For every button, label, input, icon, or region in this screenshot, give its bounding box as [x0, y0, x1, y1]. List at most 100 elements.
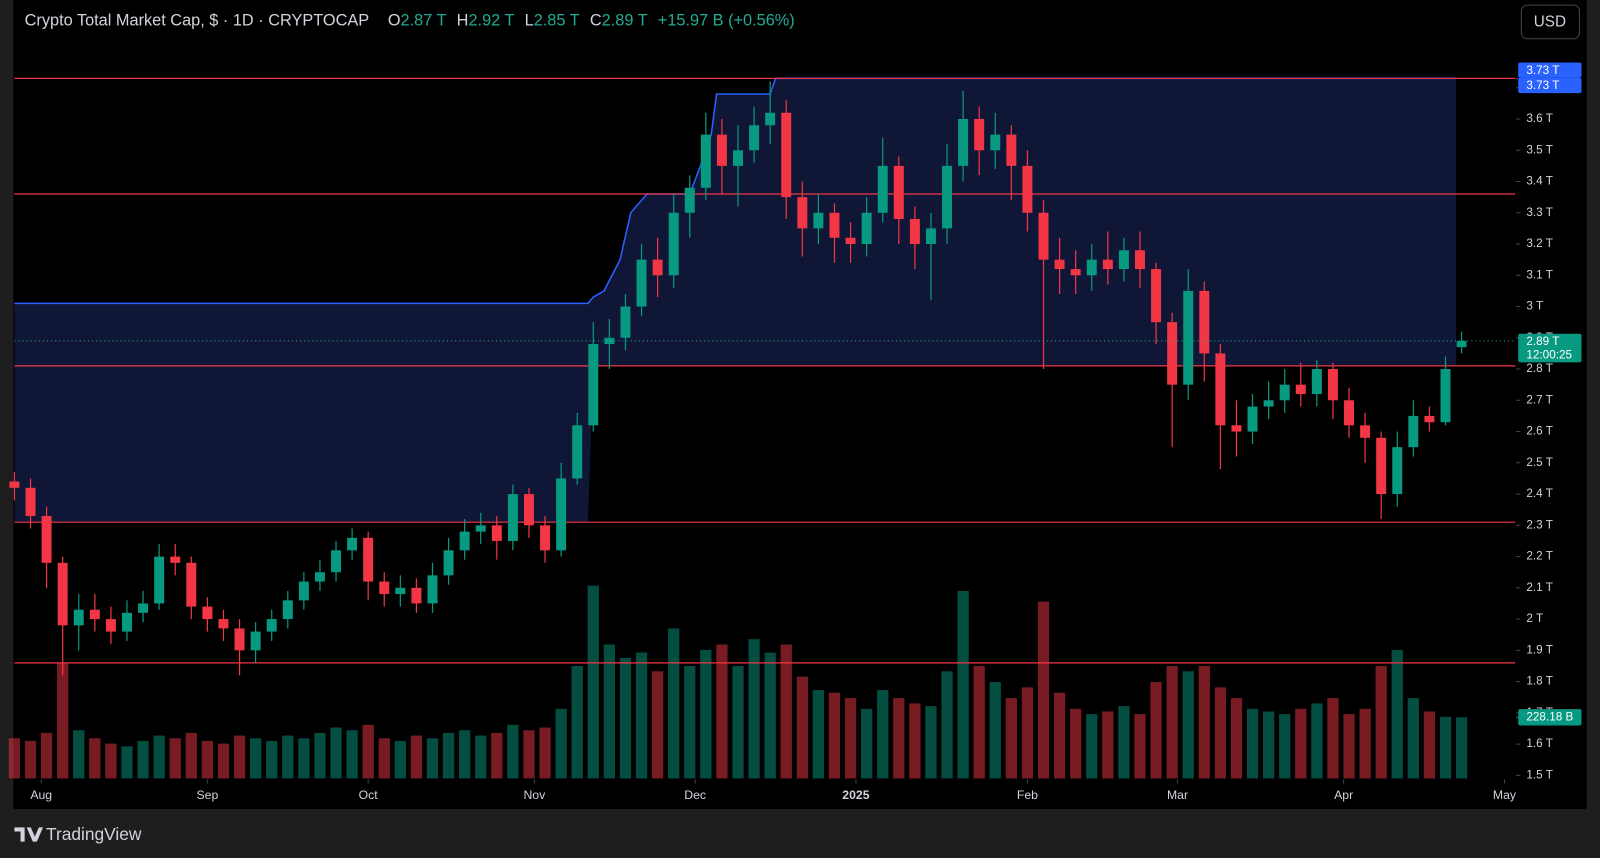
- candle-body: [1311, 369, 1322, 395]
- candle-body: [443, 550, 454, 576]
- level-badge: [1518, 77, 1582, 94]
- y-tick-label: 1.6 T: [1526, 737, 1553, 750]
- candle-body: [668, 212, 679, 276]
- candle-body: [1199, 290, 1210, 354]
- ohlc-legend: O2.87 T H2.92 T L2.85 T C2.89 T +15.97 B (+0…: [388, 12, 795, 30]
- candle-body: [25, 487, 36, 516]
- volume-bar: [89, 738, 101, 779]
- volume-bar: [764, 652, 776, 779]
- chart-title: Crypto Total Market Cap, $ · 1D · CRYPTO…: [25, 12, 370, 30]
- volume-bar: [8, 738, 21, 779]
- volume-bar: [121, 746, 133, 779]
- candle-body: [411, 587, 422, 604]
- candle-body: [893, 165, 904, 220]
- brand-name: TradingView: [46, 824, 142, 844]
- change: +15.97 B (+0.56%): [658, 12, 795, 30]
- candle-body: [1183, 290, 1194, 385]
- candle-body: [845, 237, 856, 245]
- candle-body: [1376, 437, 1387, 495]
- volume-bar: [57, 663, 69, 779]
- candle-body: [218, 619, 229, 629]
- price-badge-text: 12:00:25: [1526, 348, 1572, 361]
- candle-body: [73, 609, 84, 626]
- volume-bar: [1279, 714, 1291, 779]
- volume-bar: [362, 724, 374, 779]
- ohlc-key: L: [525, 12, 534, 30]
- level-badge-text: 3.73 T: [1526, 79, 1559, 92]
- candle-body: [1135, 250, 1145, 270]
- volume-bar: [748, 639, 760, 779]
- brand-icon: [14, 827, 44, 842]
- volume-bar: [24, 740, 37, 779]
- volume-bar: [1359, 708, 1371, 779]
- y-tick-label: 3.5 T: [1526, 143, 1553, 156]
- candle-body: [1424, 415, 1435, 423]
- volume-bar: [1455, 717, 1468, 779]
- candle-body: [379, 581, 390, 595]
- candle-body: [491, 525, 502, 541]
- volume-bar: [700, 649, 712, 779]
- volume-bar: [796, 676, 808, 779]
- candle-body: [298, 581, 309, 601]
- candle-body: [122, 612, 132, 632]
- volume-bar: [684, 665, 696, 779]
- volume-bar: [394, 740, 406, 779]
- ohlc-key: H: [457, 12, 469, 30]
- volume-bar: [491, 732, 503, 779]
- volume-bar: [828, 692, 841, 779]
- volume-bar: [314, 732, 326, 779]
- y-tick-label: 1.5 T: [1526, 768, 1553, 781]
- volume-bar: [346, 730, 358, 779]
- volume-bar: [587, 585, 599, 779]
- candle-body: [282, 600, 293, 620]
- volume-bar: [877, 690, 889, 779]
- candle-body: [507, 494, 518, 541]
- ohlc-key: C: [590, 12, 602, 30]
- volume-bar: [378, 738, 390, 779]
- candle-body: [1054, 259, 1065, 270]
- candle-body: [475, 525, 486, 532]
- volume-bar: [73, 730, 85, 779]
- ohlc-value: 2.87 T: [401, 12, 447, 30]
- candle-body: [234, 628, 245, 651]
- volume-bar: [442, 732, 455, 779]
- candle-body: [363, 537, 374, 582]
- volume-bar: [1070, 708, 1082, 779]
- candle-body: [604, 337, 615, 345]
- volume-bar: [233, 735, 246, 779]
- volume-bar: [410, 735, 423, 779]
- volume-bar: [1246, 708, 1259, 779]
- candle-body: [170, 556, 181, 563]
- currency-label[interactable]: USD: [1534, 13, 1566, 30]
- x-tick-label: Oct: [359, 788, 379, 802]
- candle-body: [1263, 400, 1274, 407]
- y-tick-label: 2.8 T: [1526, 362, 1553, 375]
- y-tick-label: 3.1 T: [1526, 268, 1553, 281]
- currency-button[interactable]: [1520, 4, 1580, 40]
- ohlc-value: 2.89 T: [602, 12, 648, 30]
- candle-body: [556, 478, 567, 551]
- candle-body: [1086, 259, 1097, 276]
- volume-bar: [844, 698, 857, 779]
- x-tick-label: May: [1493, 788, 1517, 802]
- candle-body: [1392, 447, 1403, 495]
- volume-bar: [1439, 716, 1452, 779]
- y-tick-label: 1.8 T: [1526, 675, 1553, 688]
- candle-body: [138, 603, 149, 613]
- candle-body: [797, 197, 808, 229]
- volume-bar: [459, 730, 471, 779]
- volume-bar: [1214, 687, 1227, 779]
- volume-bar: [1311, 703, 1323, 779]
- candle-body: [105, 619, 116, 632]
- volume-bar: [266, 740, 278, 779]
- volume-bar: [732, 665, 744, 779]
- candle-body: [1167, 322, 1178, 385]
- volume-bar: [861, 708, 873, 779]
- candle-body: [266, 619, 277, 632]
- candle-body: [154, 556, 165, 604]
- candle-body: [347, 537, 358, 551]
- volume-bar: [1407, 698, 1419, 779]
- y-tick-label: 2.4 T: [1526, 487, 1553, 500]
